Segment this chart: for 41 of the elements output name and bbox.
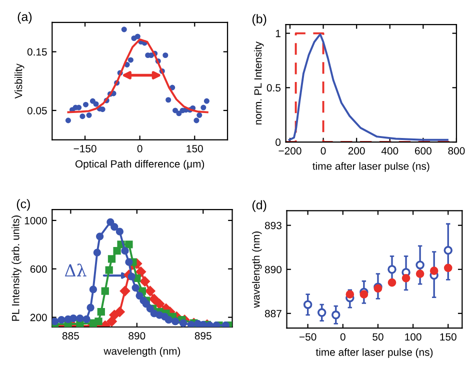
- x-tick-label: 150: [186, 144, 203, 152]
- y-tick-label: 887: [264, 310, 282, 318]
- chart-title: (c): [16, 199, 30, 211]
- y-axis-title: norm. PL Intensity: [254, 42, 264, 124]
- chart-title: (a): [18, 12, 32, 24]
- x-tick-label: 0: [320, 147, 326, 155]
- y-tick-label: 0.05: [27, 106, 47, 114]
- y-tick-label: 1: [276, 30, 280, 38]
- x-tick-label: 100: [405, 333, 422, 341]
- x-tick-label: −200: [278, 147, 302, 155]
- y-tick-label: 0.15: [27, 48, 47, 56]
- x-tick-label: 0: [137, 144, 142, 152]
- chart-title: (b): [252, 14, 266, 26]
- y-tick-label: 600: [30, 265, 47, 273]
- y-tick-label: 890: [264, 266, 282, 274]
- x-tick-label: 150: [440, 333, 456, 341]
- x-axis-title: time after laser pulse (ns): [316, 348, 433, 358]
- y-tick-label: 200: [30, 314, 47, 322]
- x-axis-title: wavelength (nm): [104, 347, 180, 357]
- x-axis-title: time after laser pulse (ns): [312, 162, 430, 172]
- y-tick-label: 1000: [24, 216, 47, 224]
- y-tick-label: 0: [276, 138, 281, 146]
- annotation: Δλ: [64, 264, 86, 276]
- x-tick-label: 890: [128, 332, 146, 340]
- x-tick-label: 895: [194, 332, 212, 340]
- y-tick-label: 0.5: [266, 84, 281, 92]
- y-axis-title: PL Intensity (arb. units): [12, 216, 22, 321]
- x-tick-label: 400: [381, 147, 398, 155]
- x-tick-label: 800: [448, 147, 465, 155]
- x-tick-label: 50: [372, 333, 384, 341]
- x-tick-label: −50: [299, 333, 316, 341]
- x-tick-label: 200: [348, 147, 365, 155]
- y-axis-title: wavelength (nm): [252, 232, 262, 308]
- x-tick-label: 885: [62, 332, 79, 340]
- y-tick-label: 893: [264, 222, 282, 230]
- x-tick-label: 0: [340, 333, 346, 341]
- x-axis-title: Optical Path difference (μm): [75, 160, 204, 170]
- y-axis-title: Visbility: [14, 64, 24, 99]
- chart-title: (d): [252, 200, 266, 212]
- x-tick-label: 600: [415, 147, 432, 155]
- x-tick-label: −150: [74, 144, 96, 152]
